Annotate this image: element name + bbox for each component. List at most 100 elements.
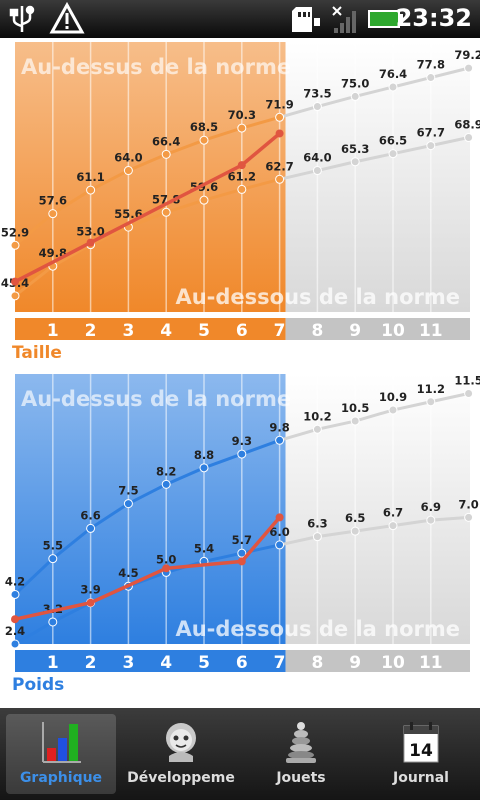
lower-norm-line	[14, 177, 280, 298]
warning-icon	[49, 1, 85, 34]
upper-norm-data-label: 57.6	[39, 194, 67, 208]
lower-norm-point	[275, 174, 285, 184]
upper-norm-data-label: 61.1	[76, 170, 104, 184]
lower-norm-point	[388, 149, 398, 159]
tab-label: Jouets	[276, 770, 326, 786]
lower-norm-line	[14, 543, 280, 646]
upper-norm-point	[199, 463, 209, 473]
upper-norm-point	[464, 63, 474, 73]
lower-norm-data-label: 5.4	[194, 541, 214, 555]
lower-norm-point	[312, 532, 322, 542]
x-tick-label: 6	[236, 653, 248, 673]
upper-norm-data-label: 64.0	[114, 151, 142, 165]
x-tick-label: 9	[349, 321, 361, 341]
upper-norm-data-label: 9.3	[232, 434, 252, 448]
tab-label: Graphique	[19, 770, 103, 786]
no-signal-icon	[332, 6, 356, 33]
upper-norm-line	[14, 115, 281, 247]
child-point	[11, 277, 19, 286]
upper-norm-data-label: 75.0	[341, 76, 369, 90]
upper-norm-point	[426, 397, 436, 407]
upper-norm-point	[275, 112, 285, 122]
lower-norm-data-label: 64.0	[303, 151, 331, 165]
lower-norm-line-future	[279, 136, 469, 181]
battery-icon	[368, 10, 403, 28]
tab-graphique[interactable]: Graphique	[6, 714, 116, 794]
lower-norm-data-label: 53.0	[76, 225, 104, 239]
child-point	[86, 238, 95, 247]
lower-norm-point	[350, 526, 360, 536]
baby-face-icon	[166, 723, 196, 762]
child-line	[14, 132, 281, 284]
calendar-day: 14	[409, 741, 433, 761]
x-tick-label: 8	[311, 653, 323, 673]
bar-chart-icon	[42, 722, 81, 763]
upper-norm-point	[312, 424, 322, 434]
x-tick-label: 5	[198, 321, 210, 341]
upper-norm-point	[199, 135, 209, 145]
x-tick-label: 11	[419, 321, 443, 341]
tab-developpement[interactable]: Développeme	[126, 714, 236, 794]
x-tick-label: 1	[47, 321, 59, 341]
x-tick-label: 7	[274, 653, 286, 673]
upper-norm-data-label: 52.9	[1, 225, 29, 239]
upper-norm-point	[123, 499, 133, 509]
upper-norm-data-label: 10.2	[303, 409, 331, 423]
lower-norm-data-label: 2.4	[5, 624, 25, 638]
upper-norm-point	[10, 589, 20, 599]
x-tick-label: 10	[381, 653, 405, 673]
lower-norm-point	[426, 515, 436, 525]
upper-norm-data-label: 11.5	[454, 374, 480, 388]
highlight-region	[15, 374, 286, 644]
child-point	[275, 129, 284, 138]
sd-card-icon	[292, 7, 320, 32]
lower-norm-data-label: 57.8	[152, 192, 180, 206]
lower-norm-data-label: 6.7	[383, 506, 403, 520]
upper-norm-point	[350, 91, 360, 101]
child-point	[237, 161, 246, 170]
upper-norm-point	[10, 240, 20, 250]
lower-norm-data-label: 68.9	[454, 118, 480, 132]
upper-norm-point	[388, 405, 398, 415]
child-point	[86, 598, 95, 607]
lower-norm-point	[48, 617, 58, 627]
upper-norm-point	[48, 554, 58, 564]
upper-norm-data-label: 79.2	[454, 48, 480, 62]
lower-norm-data-label: 6.9	[421, 500, 441, 514]
above-norm-label: Au-dessus de la norme	[21, 55, 291, 79]
status-bar: 23:32	[0, 0, 480, 38]
x-tick-label: 8	[311, 321, 323, 341]
below-norm-label: Au-dessous de la norme	[175, 285, 460, 309]
upper-norm-data-label: 4.2	[5, 574, 25, 588]
lower-norm-data-label: 6.0	[269, 525, 289, 539]
upper-norm-data-label: 73.5	[303, 87, 331, 101]
upper-norm-point	[312, 102, 322, 112]
height-chart[interactable]: Au-dessus de la norme Au-dessous de la no…	[0, 38, 480, 368]
tab-bar: Graphique Développeme Jouets 14	[0, 708, 480, 800]
upper-norm-point	[161, 149, 171, 159]
upper-norm-data-label: 11.2	[417, 382, 445, 396]
tab-journal[interactable]: 14 Journal	[366, 714, 476, 794]
child-point	[237, 557, 246, 566]
lower-norm-data-label: 7.0	[458, 497, 478, 511]
upper-norm-line-future	[279, 392, 469, 442]
lower-norm-point	[161, 207, 171, 217]
upper-norm-data-label: 6.6	[80, 508, 100, 522]
x-tick-label: 7	[274, 321, 286, 341]
lower-norm-point	[237, 548, 247, 558]
lower-norm-point	[312, 166, 322, 176]
upper-norm-point	[350, 416, 360, 426]
x-tick-label: 5	[198, 653, 210, 673]
x-tick-label: 4	[160, 321, 172, 341]
lower-norm-line-future	[279, 515, 469, 547]
lower-norm-data-label: 59.6	[190, 180, 218, 194]
above-norm-label: Au-dessus de la norme	[21, 387, 291, 411]
axis-strip-future	[285, 650, 470, 672]
upper-norm-data-label: 10.9	[379, 390, 407, 404]
weight-chart[interactable]: Au-dessus de la norme Au-dessous de la no…	[0, 370, 480, 700]
lower-norm-data-label: 4.5	[118, 566, 138, 580]
tab-jouets[interactable]: Jouets	[246, 714, 356, 794]
lower-norm-data-label: 5.7	[232, 533, 252, 547]
upper-norm-point	[426, 73, 436, 83]
upper-norm-data-label: 10.5	[341, 401, 369, 415]
